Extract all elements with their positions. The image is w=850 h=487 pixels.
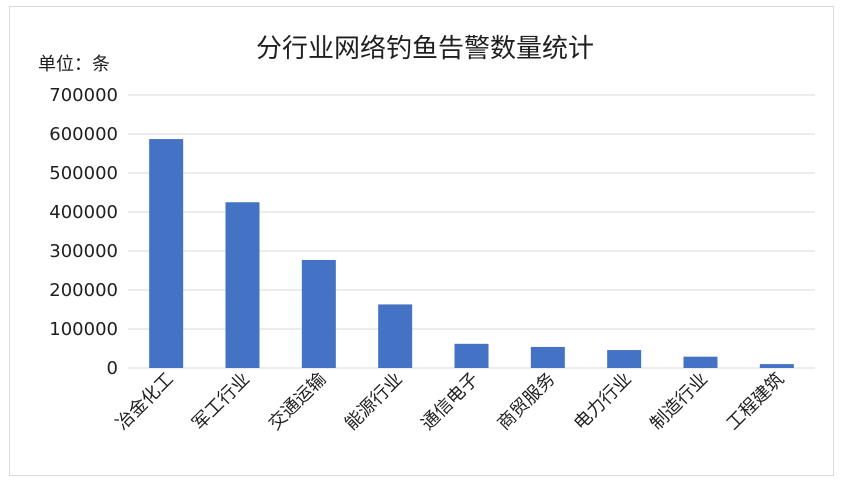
x-category-label: 制造行业 (646, 369, 712, 435)
x-category-label: 商贸服务 (494, 369, 560, 435)
x-category-label: 电力行业 (570, 369, 636, 435)
bar (759, 364, 794, 368)
y-tick-label: 200000 (49, 280, 118, 301)
y-tick-label: 300000 (49, 241, 118, 262)
bar (378, 304, 413, 368)
y-tick-label: 600000 (49, 124, 118, 145)
bar (454, 343, 489, 368)
x-category-label: 工程建筑 (723, 369, 789, 435)
bar (225, 202, 260, 368)
bar (530, 346, 565, 368)
x-category-label: 交通运输 (265, 369, 331, 435)
y-tick-label: 100000 (49, 319, 118, 340)
bar (607, 350, 642, 368)
bar (301, 259, 336, 368)
y-axis-unit-label: 单位：条 (38, 54, 110, 75)
x-category-label: 冶金化工 (112, 369, 178, 435)
x-category-label: 军工行业 (188, 369, 254, 435)
y-tick-label: 400000 (49, 202, 118, 223)
chart-frame (9, 6, 834, 476)
chart-title: 分行业网络钓鱼告警数量统计 (255, 34, 594, 64)
x-category-label: 能源行业 (341, 369, 407, 435)
bar (149, 139, 184, 368)
bar (683, 356, 718, 368)
y-tick-label: 700000 (49, 85, 118, 106)
x-category-label: 通信电子 (417, 369, 483, 435)
y-tick-label: 500000 (49, 163, 118, 184)
y-tick-label: 0 (107, 358, 118, 379)
